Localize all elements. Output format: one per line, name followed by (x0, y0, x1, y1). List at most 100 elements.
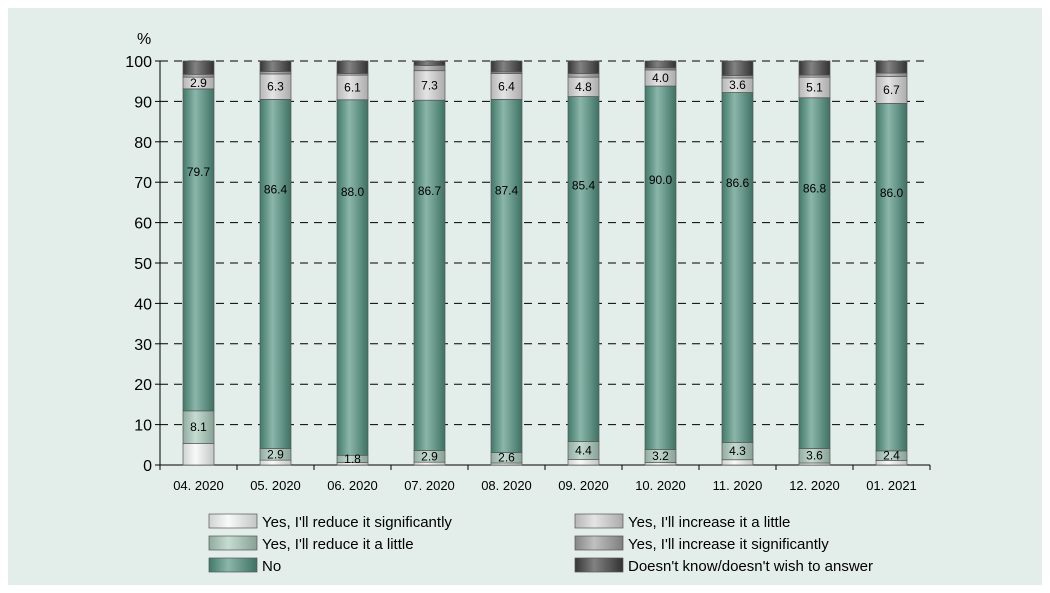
bar-segment-dont_know (336, 60, 369, 74)
data-labels: 8.1 79.7 2.9 2.9 86.4 6.3 1.8 88.0 6.1 2.9 86.7 7.3… (187, 71, 904, 466)
bar-segment-dont_know (721, 60, 754, 76)
y-tick-label: 30 (134, 337, 152, 354)
x-tick-label: 12. 2020 (789, 478, 840, 493)
legend-swatch (574, 513, 624, 529)
data-label-increase-little: 6.1 (344, 80, 361, 94)
bar-segment-increase_little (875, 76, 908, 104)
data-label-increase-little: 3.6 (729, 78, 746, 92)
legend-item: Yes, I'll increase it a little (574, 513, 790, 531)
legend-item: Yes, I'll increase it significantly (574, 535, 829, 553)
legend-label: Yes, I'll increase it a little (628, 514, 790, 531)
bar-segment-dont_know (644, 60, 677, 69)
data-label-no: 86.8 (803, 181, 827, 195)
bar-segment-increase_little (413, 70, 446, 101)
y-tick-label: 40 (134, 296, 152, 313)
legend-swatch (574, 557, 624, 573)
legend: Yes, I'll reduce it significantly Yes, I'… (208, 513, 873, 575)
x-tick-label: 01. 2021 (866, 478, 917, 493)
chart-background (8, 8, 1042, 585)
data-label-increase-little: 6.7 (883, 83, 900, 97)
data-label-reduce-little: 8.1 (190, 420, 207, 434)
data-label-reduce-little: 2.9 (267, 447, 284, 461)
data-label-increase-little: 2.9 (190, 76, 207, 90)
x-tick-label: 10. 2020 (635, 478, 686, 493)
legend-swatch (574, 535, 624, 551)
x-tick-label: 06. 2020 (327, 478, 378, 493)
y-tick-label: 100 (125, 54, 152, 71)
data-label-increase-little: 5.1 (806, 80, 823, 94)
x-tick-label: 07. 2020 (404, 478, 455, 493)
data-label-no: 86.6 (726, 176, 750, 190)
x-tick-label: 04. 2020 (173, 478, 224, 493)
y-tick-label: 10 (134, 418, 152, 435)
bar-segment-no (721, 92, 754, 443)
data-label-reduce-little: 3.6 (806, 449, 823, 463)
legend-item: Doesn't know/doesn't wish to answer (574, 557, 873, 575)
bar-segment-no (490, 99, 523, 453)
bar-segment-dont_know (798, 60, 831, 76)
y-tick-label: 60 (134, 216, 152, 233)
x-tick-label: 09. 2020 (558, 478, 609, 493)
data-label-increase-little: 4.8 (575, 80, 592, 94)
data-label-reduce-little: 1.8 (344, 452, 361, 466)
legend-label: Yes, I'll increase it significantly (628, 536, 829, 553)
bar-segment-no (336, 99, 369, 456)
legend-item: Yes, I'll reduce it a little (208, 535, 414, 553)
bar-segment-dont_know (567, 60, 600, 74)
bars (182, 60, 908, 466)
x-tick-label: 11. 2020 (713, 478, 763, 493)
data-label-reduce-little: 2.6 (498, 451, 515, 465)
bar-segment-no (644, 85, 677, 450)
data-label-reduce-little: 2.9 (421, 449, 438, 463)
legend-label: Yes, I'll reduce it a little (262, 536, 414, 553)
y-axis-unit-label: % (137, 31, 151, 48)
data-label-increase-little: 4.0 (652, 71, 669, 85)
bar-segment-increase_little (259, 73, 292, 100)
data-label-increase-little: 6.3 (267, 80, 284, 94)
data-label-no: 85.4 (572, 179, 596, 193)
legend-label: Yes, I'll reduce it significantly (262, 514, 452, 531)
bar-segment-reduce_significantly (567, 458, 600, 466)
data-label-no: 87.4 (495, 184, 519, 198)
y-tick-label: 90 (134, 94, 152, 111)
bar-segment-increase_significantly (875, 72, 908, 77)
bar-segment-increase_significantly (259, 71, 292, 75)
bar-segment-dont_know (259, 60, 292, 72)
y-tick-label: 0 (143, 458, 152, 475)
bar-segment-increase_significantly (567, 73, 600, 78)
legend-label: Doesn't know/doesn't wish to answer (628, 558, 873, 575)
bar-segment-no (413, 99, 446, 451)
legend-item: No (208, 557, 281, 575)
data-label-no: 86.7 (418, 184, 442, 198)
data-label-increase-little: 7.3 (421, 78, 438, 92)
data-label-increase-little: 6.4 (498, 79, 515, 93)
bar-segment-increase_little (336, 74, 369, 101)
x-tick-label: 05. 2020 (250, 478, 301, 493)
bar-segment-no (798, 97, 831, 449)
data-label-no: 86.0 (880, 186, 904, 200)
data-label-no: 86.4 (264, 183, 288, 197)
bar-segment-no (182, 88, 215, 412)
y-tick-label: 50 (134, 256, 152, 273)
y-tick-label: 70 (134, 175, 152, 192)
data-label-reduce-little: 3.2 (652, 449, 669, 463)
bar-segment-reduce_significantly (721, 459, 754, 466)
legend-item: Yes, I'll reduce it significantly (208, 513, 452, 531)
bar-segment-no (567, 96, 600, 442)
bar-segment-dont_know (182, 60, 215, 75)
bar-segment-dont_know (875, 60, 908, 74)
legend-label: No (262, 558, 281, 575)
bar-segment-reduce_little (182, 410, 215, 444)
data-label-reduce-little: 2.4 (883, 449, 900, 463)
bar-segment-no (259, 99, 292, 449)
bar-segment-dont_know (490, 60, 523, 73)
bar-segment-increase_significantly (413, 65, 446, 72)
x-tick-label: 08. 2020 (481, 478, 532, 493)
bar-segment-reduce_significantly (182, 443, 215, 466)
data-label-no: 90.0 (649, 173, 673, 187)
data-label-no: 79.7 (187, 165, 211, 179)
bar-segment-dont_know (413, 60, 446, 66)
y-tick-label: 80 (134, 135, 152, 152)
